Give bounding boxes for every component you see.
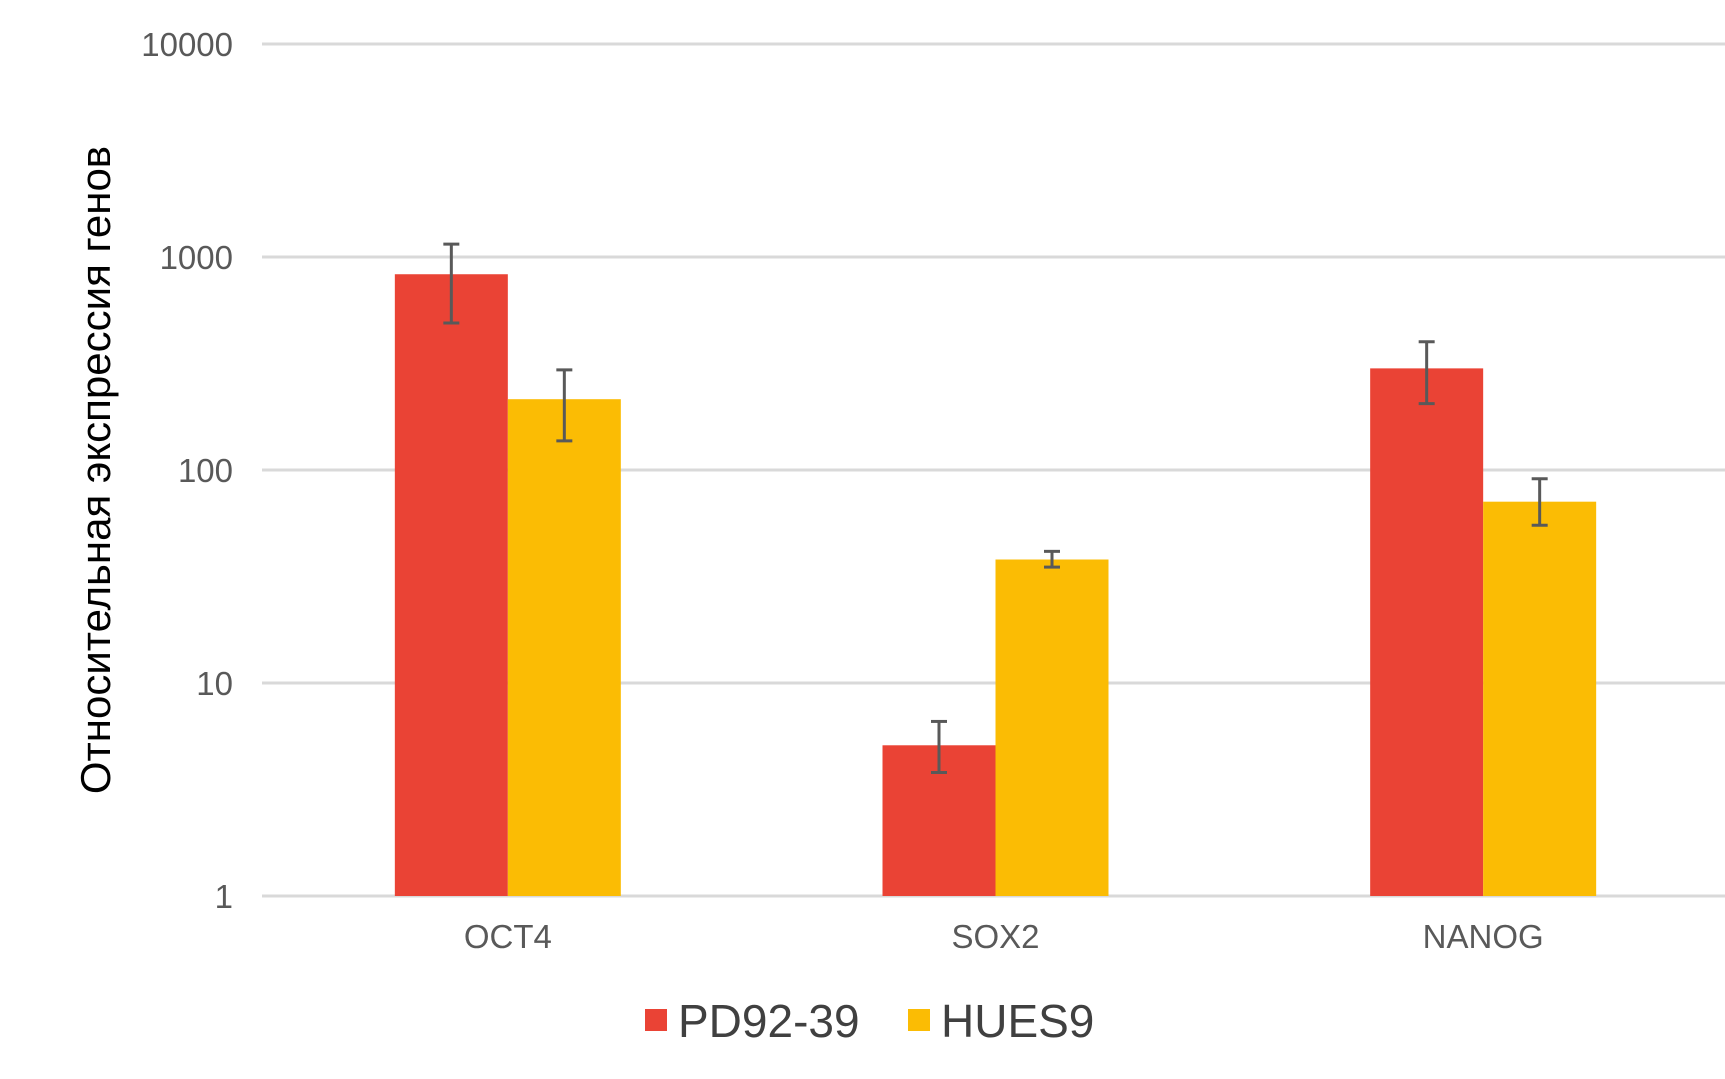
x-category-label: NANOG (1423, 918, 1544, 955)
bar-pd92-39-nanog (1370, 368, 1484, 896)
error-bar (556, 368, 573, 443)
x-category-labels: OCT4 SOX2 NANOG (464, 918, 1544, 955)
y-tick-label: 100 (178, 452, 233, 489)
y-tick-label: 10 (196, 665, 233, 702)
x-category-label: SOX2 (951, 918, 1039, 955)
legend-swatch (645, 1009, 667, 1031)
error-bar (1044, 549, 1060, 569)
legend-label: HUES9 (941, 995, 1094, 1047)
error-bar (443, 242, 460, 325)
bars (394, 274, 1597, 897)
y-tick-label: 1 (215, 878, 233, 915)
y-tick-labels: 1 10 100 1000 10000 (141, 26, 233, 915)
y-tick-label: 1000 (160, 239, 233, 276)
legend: PD92-39 HUES9 (645, 995, 1094, 1047)
y-axis-title: Относительная экспрессия генов (72, 146, 119, 794)
error-bar (931, 719, 947, 775)
legend-item: HUES9 (908, 995, 1094, 1047)
y-tick-label: 10000 (141, 26, 233, 63)
legend-item: PD92-39 (645, 995, 860, 1047)
error-bar (1418, 340, 1435, 406)
bar-hues9-oct4 (507, 399, 621, 896)
x-category-label: OCT4 (464, 918, 552, 955)
bar-pd92-39-oct4 (394, 274, 508, 897)
bar-hues9-sox2 (995, 559, 1109, 896)
legend-label: PD92-39 (678, 995, 860, 1047)
error-bars (443, 242, 1548, 775)
bar-hues9-nanog (1483, 501, 1597, 896)
error-bar (1531, 477, 1548, 527)
legend-swatch (908, 1009, 930, 1031)
